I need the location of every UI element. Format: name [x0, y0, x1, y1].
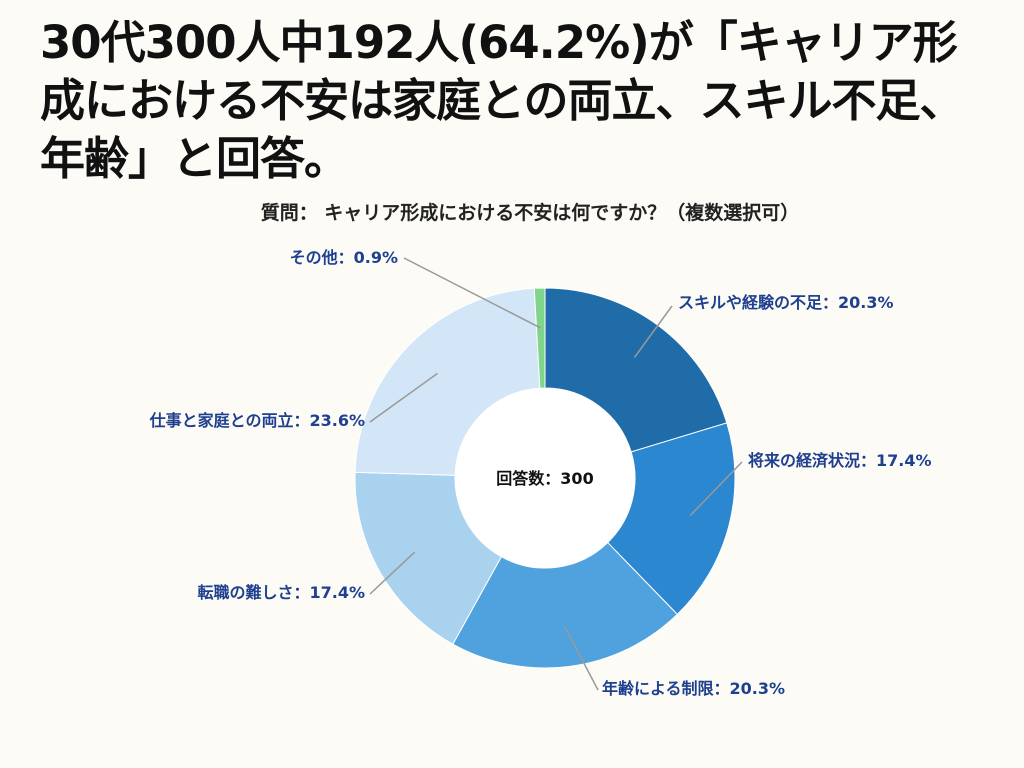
chart-title: 質問： キャリア形成における不安は何ですか？（複数選択可） [260, 202, 800, 224]
slice-label-3: 年齢による制限：20.3% [602, 679, 785, 698]
slice-label-5: 仕事と家庭との両立：23.6% [149, 411, 365, 430]
leader-line-4 [369, 551, 416, 595]
leader-line-3 [564, 626, 599, 691]
slice-label-4: 転職の難しさ：17.4% [197, 583, 365, 602]
slice-5 [354, 287, 541, 476]
leader-line-2 [689, 461, 743, 517]
slice-label-2: 将来の経済状況：17.4% [748, 451, 932, 470]
leader-line-5 [369, 372, 438, 423]
center-label: 回答数：300 [496, 469, 593, 488]
headline: 30代300人中192人(64.2%)が「キャリア形成における不安は家庭との両立… [40, 16, 965, 185]
leader-line-6 [403, 257, 542, 329]
leader-line-1 [633, 305, 673, 358]
leader-lines-layer [369, 257, 743, 691]
donut-hole [455, 388, 635, 568]
slice-label-1: スキルや経験の不足：20.3% [678, 293, 894, 312]
slice-label-6: その他：0.9% [290, 248, 398, 267]
labels-layer: スキルや経験の不足：20.3% 将来の経済状況：17.4% 年齢による制限：20.3… [149, 248, 932, 698]
